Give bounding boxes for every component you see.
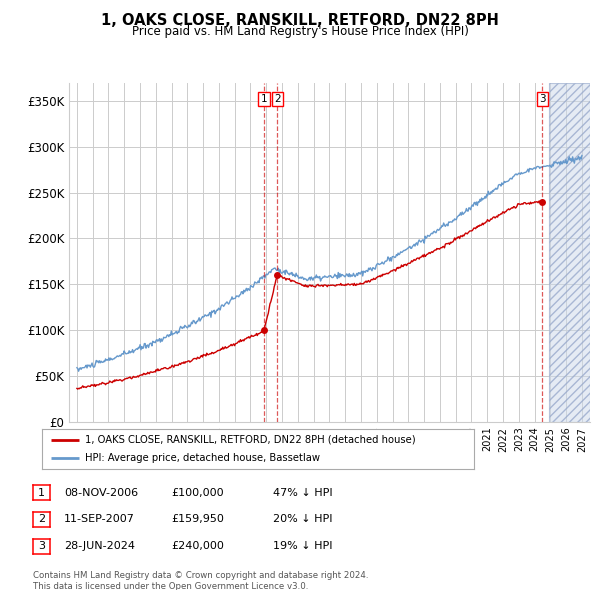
Text: 3: 3 [38, 542, 45, 551]
Text: Contains HM Land Registry data © Crown copyright and database right 2024.
This d: Contains HM Land Registry data © Crown c… [33, 571, 368, 590]
Text: Price paid vs. HM Land Registry's House Price Index (HPI): Price paid vs. HM Land Registry's House … [131, 25, 469, 38]
Text: HPI: Average price, detached house, Bassetlaw: HPI: Average price, detached house, Bass… [85, 453, 320, 463]
Text: 1, OAKS CLOSE, RANSKILL, RETFORD, DN22 8PH (detached house): 1, OAKS CLOSE, RANSKILL, RETFORD, DN22 8… [85, 435, 416, 445]
Text: 11-SEP-2007: 11-SEP-2007 [64, 514, 135, 524]
Text: £240,000: £240,000 [171, 542, 224, 551]
Text: 47% ↓ HPI: 47% ↓ HPI [273, 488, 332, 497]
Text: 28-JUN-2024: 28-JUN-2024 [64, 542, 135, 551]
Text: 2: 2 [274, 94, 281, 104]
Bar [549, 83, 590, 422]
Text: £100,000: £100,000 [171, 488, 224, 497]
Text: 1: 1 [261, 94, 268, 104]
Text: 3: 3 [539, 94, 545, 104]
Text: 08-NOV-2006: 08-NOV-2006 [64, 488, 139, 497]
Text: £159,950: £159,950 [171, 514, 224, 524]
Text: 20% ↓ HPI: 20% ↓ HPI [273, 514, 332, 524]
Bar [549, 83, 590, 422]
Text: 2: 2 [38, 514, 45, 524]
Text: 1: 1 [38, 488, 45, 497]
Text: 19% ↓ HPI: 19% ↓ HPI [273, 542, 332, 551]
Text: 1, OAKS CLOSE, RANSKILL, RETFORD, DN22 8PH: 1, OAKS CLOSE, RANSKILL, RETFORD, DN22 8… [101, 13, 499, 28]
